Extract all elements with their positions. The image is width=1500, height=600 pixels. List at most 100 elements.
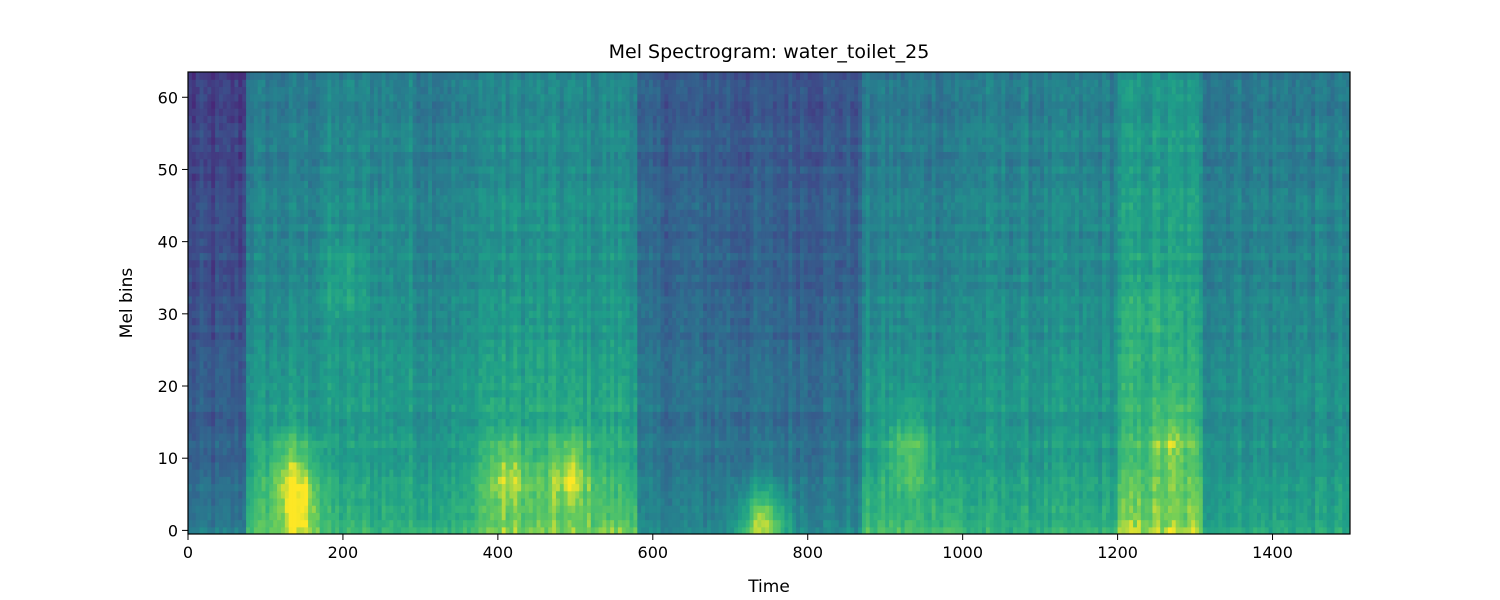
heatmap-cell	[409, 195, 413, 203]
heatmap-cell	[250, 498, 254, 506]
heatmap-cell	[374, 520, 378, 528]
heatmap-cell	[265, 426, 269, 434]
heatmap-cell	[409, 231, 413, 239]
heatmap-cell	[203, 188, 207, 196]
heatmap-cell	[413, 79, 417, 87]
heatmap-cell	[324, 159, 328, 167]
heatmap-cell	[355, 447, 359, 455]
heatmap-cell	[386, 151, 390, 159]
heatmap-cell	[386, 520, 390, 528]
heatmap-cell	[246, 224, 250, 232]
heatmap-cell	[269, 498, 273, 506]
heatmap-cell	[269, 433, 273, 441]
heatmap-cell	[188, 310, 192, 318]
heatmap-cell	[374, 411, 378, 419]
heatmap-cell	[331, 94, 335, 102]
heatmap-cell	[192, 252, 196, 260]
heatmap-cell	[432, 310, 436, 318]
heatmap-cell	[269, 296, 273, 304]
heatmap-cell	[312, 231, 316, 239]
heatmap-cell	[335, 195, 339, 203]
heatmap-cell	[370, 151, 374, 159]
heatmap-cell	[196, 260, 200, 268]
heatmap-cell	[355, 426, 359, 434]
heatmap-cell	[254, 231, 258, 239]
heatmap-cell	[192, 94, 196, 102]
heatmap-cell	[355, 123, 359, 131]
heatmap-cell	[331, 115, 335, 123]
heatmap-cell	[312, 512, 316, 520]
heatmap-cell	[316, 166, 320, 174]
heatmap-cell	[486, 224, 490, 232]
heatmap-cell	[417, 520, 421, 528]
heatmap-cell	[250, 426, 254, 434]
heatmap-cell	[250, 267, 254, 275]
heatmap-cell	[203, 310, 207, 318]
heatmap-cell	[463, 346, 467, 354]
heatmap-cell	[389, 339, 393, 347]
heatmap-cell	[355, 317, 359, 325]
heatmap-cell	[401, 368, 405, 376]
heatmap-cell	[451, 202, 455, 210]
heatmap-cell	[417, 224, 421, 232]
heatmap-cell	[355, 469, 359, 477]
heatmap-cell	[254, 440, 258, 448]
heatmap-cell	[281, 94, 285, 102]
heatmap-cell	[293, 195, 297, 203]
heatmap-cell	[277, 209, 281, 217]
heatmap-cell	[285, 274, 289, 282]
heatmap-cell	[300, 72, 304, 80]
heatmap-cell	[467, 303, 471, 311]
heatmap-cell	[420, 491, 424, 499]
heatmap-cell	[475, 440, 479, 448]
heatmap-cell	[312, 310, 316, 318]
heatmap-cell	[273, 476, 277, 484]
heatmap-cell	[293, 390, 297, 398]
heatmap-cell	[293, 433, 297, 441]
heatmap-cell	[188, 368, 192, 376]
heatmap-cell	[207, 361, 211, 369]
heatmap-cell	[440, 433, 444, 441]
heatmap-cell	[471, 231, 475, 239]
heatmap-cell	[475, 267, 479, 275]
heatmap-cell	[482, 419, 486, 427]
heatmap-cell	[389, 274, 393, 282]
heatmap-cell	[370, 382, 374, 390]
heatmap-cell	[370, 520, 374, 528]
heatmap-cell	[471, 505, 475, 513]
heatmap-cell	[296, 166, 300, 174]
heatmap-cell	[397, 411, 401, 419]
heatmap-cell	[196, 151, 200, 159]
heatmap-cell	[358, 426, 362, 434]
heatmap-cell	[397, 115, 401, 123]
heatmap-cell	[265, 361, 269, 369]
heatmap-cell	[293, 94, 297, 102]
heatmap-cell	[358, 86, 362, 94]
heatmap-cell	[227, 325, 231, 333]
heatmap-cell	[486, 368, 490, 376]
heatmap-cell	[327, 281, 331, 289]
heatmap-cell	[316, 281, 320, 289]
heatmap-cell	[455, 209, 459, 217]
heatmap-cell	[451, 512, 455, 520]
heatmap-cell	[242, 245, 246, 253]
heatmap-cell	[289, 346, 293, 354]
heatmap-cell	[455, 166, 459, 174]
heatmap-cell	[413, 462, 417, 470]
heatmap-cell	[269, 209, 273, 217]
heatmap-cell	[420, 159, 424, 167]
heatmap-cell	[440, 332, 444, 340]
heatmap-cell	[358, 144, 362, 152]
heatmap-cell	[479, 231, 483, 239]
heatmap-cell	[262, 397, 266, 405]
heatmap-cell	[188, 476, 192, 484]
heatmap-cell	[432, 419, 436, 427]
heatmap-cell	[262, 151, 266, 159]
heatmap-cell	[401, 166, 405, 174]
heatmap-cell	[312, 108, 316, 116]
heatmap-cell	[200, 512, 204, 520]
heatmap-cell	[207, 426, 211, 434]
heatmap-cell	[463, 476, 467, 484]
heatmap-cell	[347, 86, 351, 94]
heatmap-cell	[397, 180, 401, 188]
